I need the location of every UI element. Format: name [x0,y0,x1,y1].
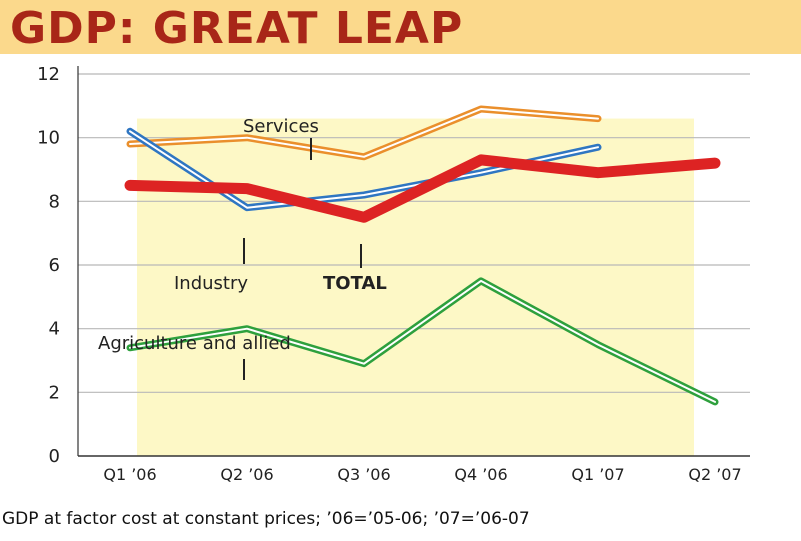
line-chart: Services Industry TOTAL Agriculture and … [37,64,750,484]
y-tick-label: 10 [37,128,60,149]
title-band: GDP: GREAT LEAP [0,0,801,54]
series-label-services: Services [243,116,319,137]
series-line-total [124,154,721,223]
series-line-agriculture-highlight [129,279,716,403]
x-tick-label: Q2 ’06 [220,465,273,484]
series-services [126,105,602,161]
y-tick-label: 4 [49,319,60,340]
series-total [124,154,721,223]
chart-title: GDP: GREAT LEAP [10,3,464,54]
x-tick-label: Q1 ’07 [571,465,624,484]
x-tick-label: Q1 ’06 [103,465,156,484]
y-tick-label: 6 [49,255,60,276]
series-agriculture [126,277,719,406]
series-line-services-highlight [129,108,599,158]
x-tick-label: Q4 ’06 [454,465,507,484]
y-tick-label: 8 [49,191,60,212]
series-label-agriculture: Agriculture and allied [98,333,291,354]
y-tick-label: 0 [49,446,60,467]
chart-footnote: GDP at factor cost at constant prices; ’… [2,509,530,529]
y-tick-label: 12 [37,64,60,85]
x-tick-label: Q3 ’06 [337,465,390,484]
y-tick-label: 2 [49,382,60,403]
series-label-total: TOTAL [323,273,387,294]
x-tick-label: Q2 ’07 [688,465,741,484]
series-label-industry: Industry [174,273,248,294]
